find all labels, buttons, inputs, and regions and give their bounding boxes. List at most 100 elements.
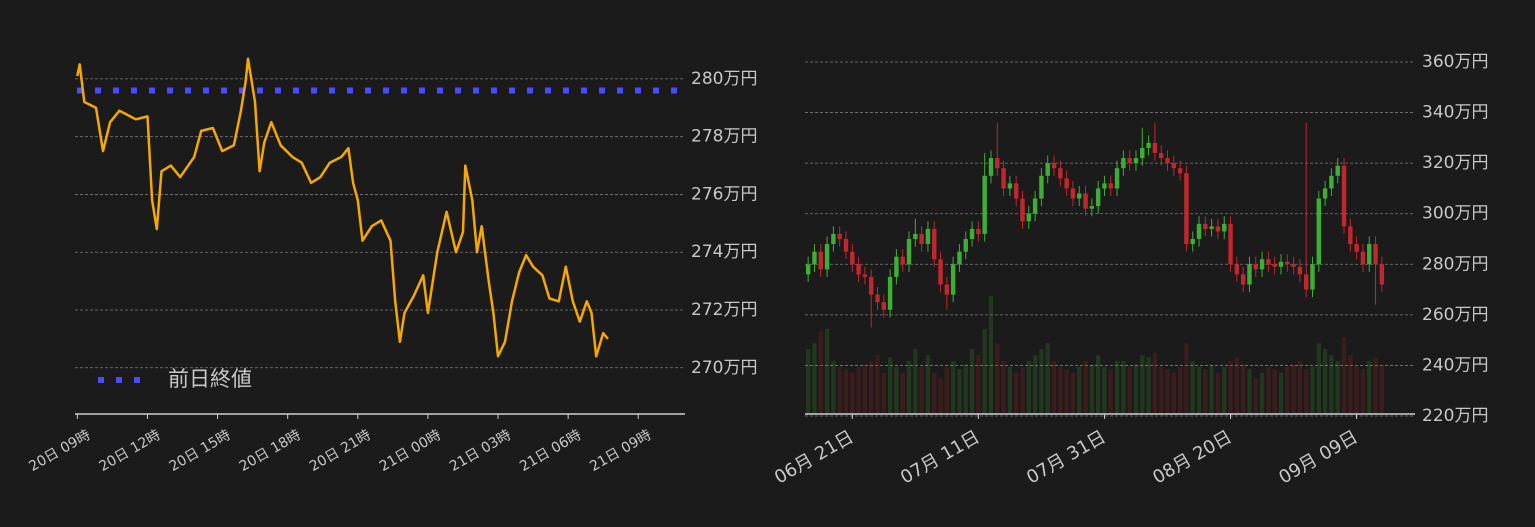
candle-body [812,251,817,265]
x-tick-label: 09月 09日 [1275,426,1361,488]
volume-bar [1241,364,1246,414]
candle-body [1058,168,1063,179]
volume-bar [1089,364,1094,414]
candle-body [1102,183,1107,189]
y-tick-label: 276万円 [691,184,757,204]
candle-body [1083,193,1088,209]
candle-body [1039,175,1044,199]
candle-body [1222,223,1227,232]
candle-body [1184,173,1189,245]
candle-body [1228,223,1233,265]
x-tick-label: 20日 09時 [26,427,93,475]
candle-body [1240,274,1246,285]
candle-body [1171,163,1177,169]
volume-bar [856,366,861,414]
y-tick-label: 270万円 [691,358,757,378]
candle-body [1026,213,1032,222]
volume-bar [1108,369,1113,414]
candle-body [856,264,861,275]
volume-bar [963,364,968,414]
volume-bar [1083,360,1088,414]
candle-body [932,228,937,260]
candle-body [818,251,823,270]
x-tick-label: 20日 15時 [167,427,234,475]
volume-bar [1341,337,1347,414]
candle-body [1032,198,1038,214]
candle-body [1259,259,1265,270]
volume-bar [831,360,836,414]
y-tick-label: 278万円 [691,127,757,147]
volume-bar [1051,360,1057,414]
x-tick-label: 07月 31日 [1023,426,1109,488]
candle-body [1310,264,1315,290]
candle-body [1266,259,1271,265]
candle-body [1303,274,1309,290]
volume-bar [1297,360,1303,414]
candle-body [1045,163,1050,176]
volume-bar [944,366,949,414]
candle-body [887,276,893,310]
candle-body [1234,264,1240,275]
candle-body [950,264,956,295]
x-tick-label: 20日 12時 [96,427,163,475]
volume-bar [1146,357,1151,414]
candle-body [831,233,836,245]
volume-bar [1064,369,1069,414]
candle-body [1077,193,1082,199]
candle-body [1360,251,1366,265]
candle-body [988,158,994,176]
volume-bar [1215,372,1221,414]
y-tick-label: 280万円 [1422,254,1488,274]
volume-bar [1222,366,1227,414]
volume-bar [1272,369,1277,414]
candle-body [969,228,975,239]
volume-bar [1171,372,1176,414]
volume-bar [1159,366,1164,414]
volume-bar [869,360,874,414]
volume-bar [1253,378,1258,414]
volume-bar [1196,366,1202,414]
candle-body [957,251,962,265]
y-tick-label: 280万円 [691,69,757,89]
x-tick-label: 21日 00時 [377,427,444,475]
candle-body [963,239,968,252]
candle-body [1133,158,1139,164]
volume-bar [932,372,937,414]
volume-bar [1209,364,1214,414]
candle-body [925,228,931,245]
candle-body [1341,165,1347,227]
volume-bar [1247,369,1252,414]
volume-bar [906,360,912,414]
volume-bar [843,369,849,414]
candle-body [938,259,943,285]
candle-body [805,264,811,275]
x-tick-label: 07月 11日 [897,426,983,488]
volume-bar [1304,369,1309,414]
candle-body [1354,244,1359,252]
volume-bar [806,349,811,414]
candle-body [1108,183,1113,189]
volume-bar [951,360,956,414]
volume-bar [1121,360,1126,414]
candle-body [900,256,905,265]
volume-bar [1020,366,1025,414]
legend-label: 前日終値 [168,367,252,391]
volume-bar [1234,357,1239,414]
volume-bar [1070,372,1076,414]
volume-bar [1316,343,1321,414]
volume-bar [1360,369,1366,414]
x-tick-label: 21日 09時 [587,427,654,475]
candle-body [1190,239,1195,245]
candle-body [1272,264,1277,267]
candle-body [1001,168,1006,189]
candle-body [1196,223,1202,239]
x-tick-label: 20日 21時 [307,427,374,475]
candle-body [862,274,868,277]
price-line [76,57,609,358]
candle-body [1335,165,1340,176]
volume-bar [1140,355,1145,414]
x-tick-label: 08月 20日 [1149,426,1235,488]
candle-body [1089,206,1095,209]
volume-bar [925,355,931,414]
candle-body [875,294,880,303]
